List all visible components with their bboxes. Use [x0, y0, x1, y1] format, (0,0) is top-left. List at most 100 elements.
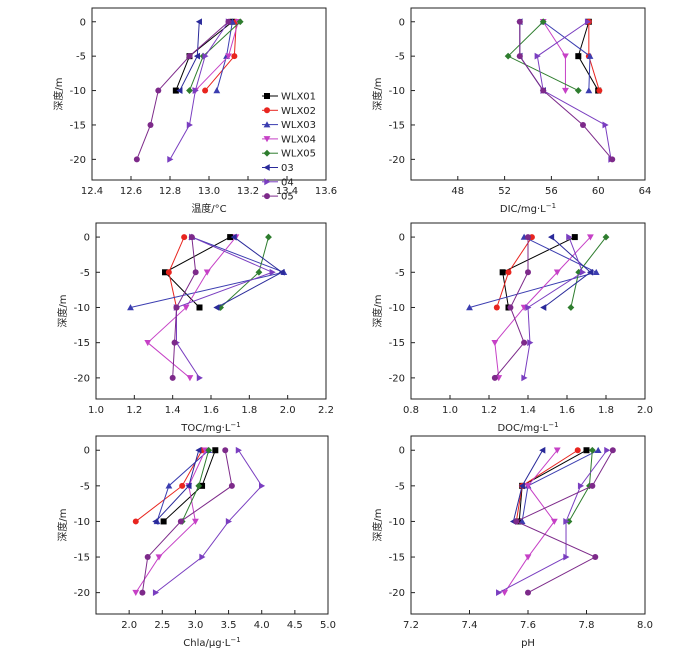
plot-frame [95, 435, 329, 615]
legend-marker [264, 93, 270, 99]
x-tick-label: 56 [545, 186, 558, 197]
data-point [577, 482, 585, 490]
data-point [192, 269, 199, 276]
y-tick-label: -5 [76, 52, 86, 63]
x-axis-label: Chla/μg·L−1 [183, 636, 240, 649]
x-tick-label: 13.2 [237, 186, 259, 197]
x-axis-label: 温度/°C [191, 202, 226, 215]
data-point [165, 269, 172, 276]
data-point [144, 339, 152, 347]
y-tick-label: 0 [80, 17, 86, 28]
data-point [575, 53, 582, 60]
data-point [196, 374, 203, 382]
x-tick-label: 8.0 [637, 620, 653, 631]
legend-item: 04 [262, 177, 294, 188]
data-point [155, 554, 163, 561]
data-point [225, 18, 232, 25]
plot-frame [410, 7, 646, 181]
data-point [609, 156, 616, 163]
data-point [534, 52, 541, 60]
data-point [501, 589, 508, 597]
data-point [213, 87, 221, 94]
data-point [504, 52, 512, 60]
series-wlx05 [504, 18, 582, 94]
x-tick-label: 1.0 [442, 405, 458, 416]
series-wlx05 [567, 233, 610, 311]
y-tick-label: -10 [389, 303, 405, 314]
x-tick-label: 7.6 [520, 620, 536, 631]
data-point [586, 52, 594, 59]
data-point [186, 87, 193, 94]
x-tick-label: 7.4 [462, 620, 478, 631]
x-tick-label: 13.4 [276, 186, 298, 197]
y-tick-label: -5 [395, 52, 405, 63]
data-point [604, 446, 611, 454]
y-tick-label: -20 [70, 155, 86, 166]
y-tick-label: -5 [80, 481, 90, 492]
x-tick-label: 1.4 [520, 405, 536, 416]
data-point [188, 234, 195, 241]
x-tick-label: 2.0 [121, 620, 137, 631]
y-axis-label: 深度/m [56, 508, 69, 541]
series-04 [534, 18, 615, 163]
data-point [199, 553, 206, 561]
x-axis-label: DIC/mg·L−1 [500, 202, 556, 215]
data-point [518, 482, 525, 490]
data-point [493, 304, 500, 311]
data-point [553, 447, 561, 454]
legend-marker [263, 121, 271, 128]
data-point [524, 554, 532, 561]
data-point [602, 121, 609, 129]
data-point [592, 268, 600, 275]
data-point [202, 87, 209, 94]
data-point [525, 234, 531, 241]
data-point [584, 18, 592, 26]
data-point [579, 268, 586, 276]
data-point [228, 482, 235, 489]
data-point [171, 339, 178, 346]
x-tick-label: 2.0 [280, 405, 296, 416]
x-tick-label: 7.8 [579, 620, 595, 631]
x-tick-label: 12.4 [81, 186, 103, 197]
data-point [589, 482, 596, 489]
legend-item: WLX05 [262, 149, 316, 160]
y-tick-label: -20 [389, 588, 405, 599]
x-tick-label: 52 [498, 186, 511, 197]
y-tick-label: -20 [389, 373, 405, 384]
legend-item: 03 [262, 163, 294, 174]
data-point [173, 304, 180, 311]
x-tick-label: 2.0 [637, 405, 653, 416]
x-tick-label: 7.2 [403, 620, 419, 631]
x-axis-label: pH [521, 638, 535, 649]
data-point [147, 121, 154, 128]
y-axis-label: 深度/m [371, 294, 384, 327]
data-point [176, 87, 183, 94]
data-point [132, 589, 140, 597]
y-tick-label: -5 [80, 268, 90, 279]
x-tick-label: 64 [639, 186, 652, 197]
series-04 [521, 233, 586, 382]
x-tick-label: 1.8 [598, 405, 614, 416]
data-point [574, 447, 581, 454]
series-wlx04 [144, 234, 240, 382]
data-point [265, 233, 272, 241]
data-point [127, 304, 134, 311]
x-tick-label: 4.5 [287, 620, 303, 631]
series-wlx04 [501, 447, 561, 597]
data-point [258, 482, 266, 490]
data-point [527, 339, 534, 347]
series-05 [516, 18, 616, 163]
x-tick-label: 1.6 [559, 405, 575, 416]
data-point [540, 304, 547, 311]
data-point [213, 304, 220, 311]
data-point [152, 518, 159, 525]
data-point [195, 482, 203, 490]
data-point [230, 233, 237, 241]
data-point [162, 269, 168, 276]
y-tick-label: 0 [399, 233, 405, 244]
data-point [186, 375, 194, 382]
data-point [193, 52, 201, 60]
data-point [518, 518, 526, 525]
data-point [155, 87, 162, 94]
data-point [491, 374, 498, 381]
